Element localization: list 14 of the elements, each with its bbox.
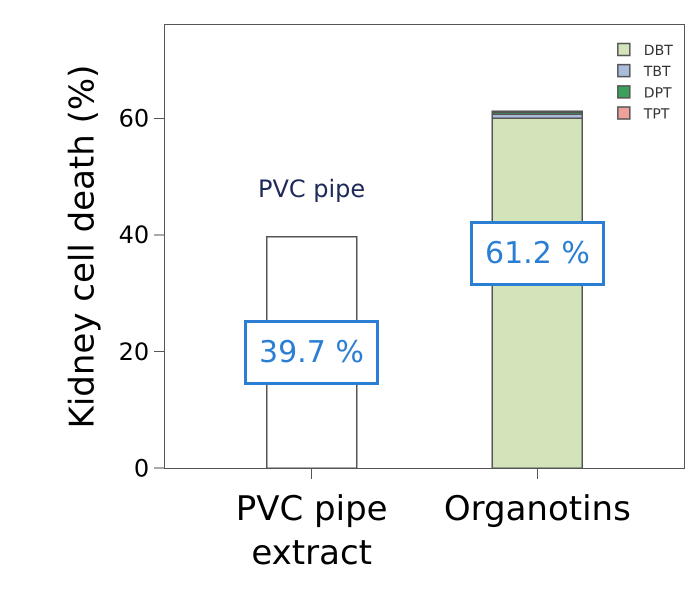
x-tick-label: Organotins bbox=[444, 488, 631, 529]
legend-label: DBT bbox=[644, 42, 674, 59]
y-tick-label: 60 bbox=[118, 104, 150, 133]
y-tick-label: 0 bbox=[134, 454, 150, 482]
legend-label: TBT bbox=[642, 64, 671, 80]
x-tick-label: PVC pipe extract bbox=[236, 488, 388, 573]
y-tick-label: 20 bbox=[118, 338, 150, 366]
legend-label: TPT bbox=[642, 106, 670, 123]
y-tick-label: 40 bbox=[118, 221, 150, 250]
y-axis-title: Kidney cell death (%) bbox=[62, 64, 102, 428]
legend-label: DPT bbox=[644, 85, 672, 102]
total-label: 61.2 % bbox=[485, 236, 590, 271]
annotation: PVC pipe bbox=[258, 175, 366, 203]
data-label: 39.7 % bbox=[259, 335, 364, 370]
